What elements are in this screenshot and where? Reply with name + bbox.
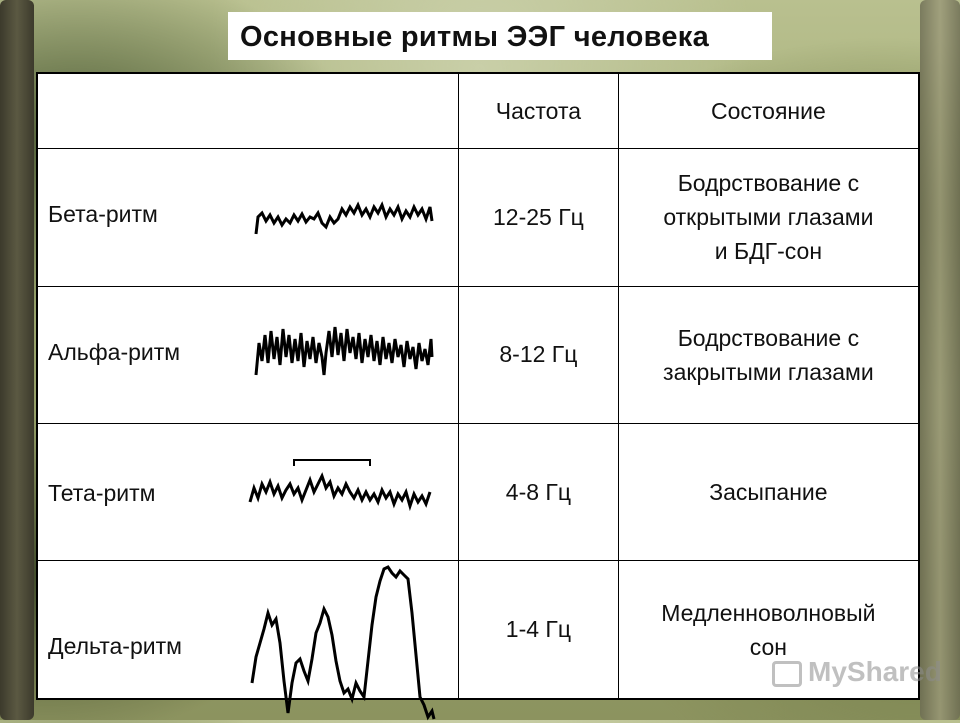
header-frequency: Частота <box>458 72 619 150</box>
table-row-delta: Дельта-ритм 1-4 Гц Медленноволновый сон <box>36 560 920 721</box>
beta-wave-trace <box>254 201 434 235</box>
state-alpha: Бодрствование с закрытыми глазами <box>617 285 920 425</box>
table-row-beta: Бета-ритм 12-25 Гц Бодрствование с откры… <box>36 148 920 287</box>
header-state: Состояние <box>617 72 920 150</box>
state-line: Бодрствование с <box>677 170 860 197</box>
state-beta: Бодрствование с открытыми глазами и БДГ-… <box>617 148 920 287</box>
rhythm-cell-theta: Тета-ритм <box>36 422 460 562</box>
table-row-alpha: Альфа-ритм 8-12 Гц Бодрствование с закры… <box>36 285 920 425</box>
eeg-rhythms-table: Частота Состояние Бета-ритм 12-25 Гц Бод… <box>36 72 920 721</box>
state-delta: Медленноволновый сон <box>617 560 920 700</box>
frequency-beta: 12-25 Гц <box>458 148 619 287</box>
watermark: MyShared <box>772 656 942 688</box>
state-line: Бодрствование с <box>677 324 860 351</box>
state-line: Медленноволновый <box>661 599 876 626</box>
state-line: закрытыми глазами <box>663 358 874 385</box>
frequency-delta: 1-4 Гц <box>458 560 619 700</box>
state-line: сон <box>749 633 788 660</box>
background-tree-trunk-left <box>0 0 34 720</box>
rhythm-name: Дельта-ритм <box>48 633 182 660</box>
presentation-icon <box>772 660 802 687</box>
watermark-text: MyShared <box>808 656 942 687</box>
rhythm-name: Бета-ритм <box>48 201 158 228</box>
rhythm-cell-alpha: Альфа-ритм <box>36 285 460 425</box>
state-theta: Засыпание <box>617 422 920 562</box>
state-line: открытыми глазами <box>663 204 874 231</box>
slide-title: Основные ритмы ЭЭГ человека <box>240 21 710 53</box>
delta-wave-trace <box>250 565 436 721</box>
rhythm-cell-beta: Бета-ритм <box>36 148 460 287</box>
table-row-theta: Тета-ритм 4-8 Гц Засыпание <box>36 422 920 562</box>
state-line: и БДГ-сон <box>714 238 823 265</box>
rhythm-name: Тета-ритм <box>48 480 156 506</box>
background-tree-trunk-right <box>920 0 960 720</box>
header-empty-cell <box>36 72 460 150</box>
title-box: Основные ритмы ЭЭГ человека <box>228 12 772 60</box>
theta-wave-trace <box>248 459 432 512</box>
table-header-row: Частота Состояние <box>36 72 920 150</box>
alpha-wave-trace <box>254 326 434 375</box>
state-line: Засыпание <box>709 479 828 506</box>
rhythm-name: Альфа-ритм <box>48 338 181 365</box>
frequency-theta: 4-8 Гц <box>458 422 619 562</box>
frequency-alpha: 8-12 Гц <box>458 285 619 425</box>
rhythm-cell-delta: Дельта-ритм <box>36 560 460 721</box>
